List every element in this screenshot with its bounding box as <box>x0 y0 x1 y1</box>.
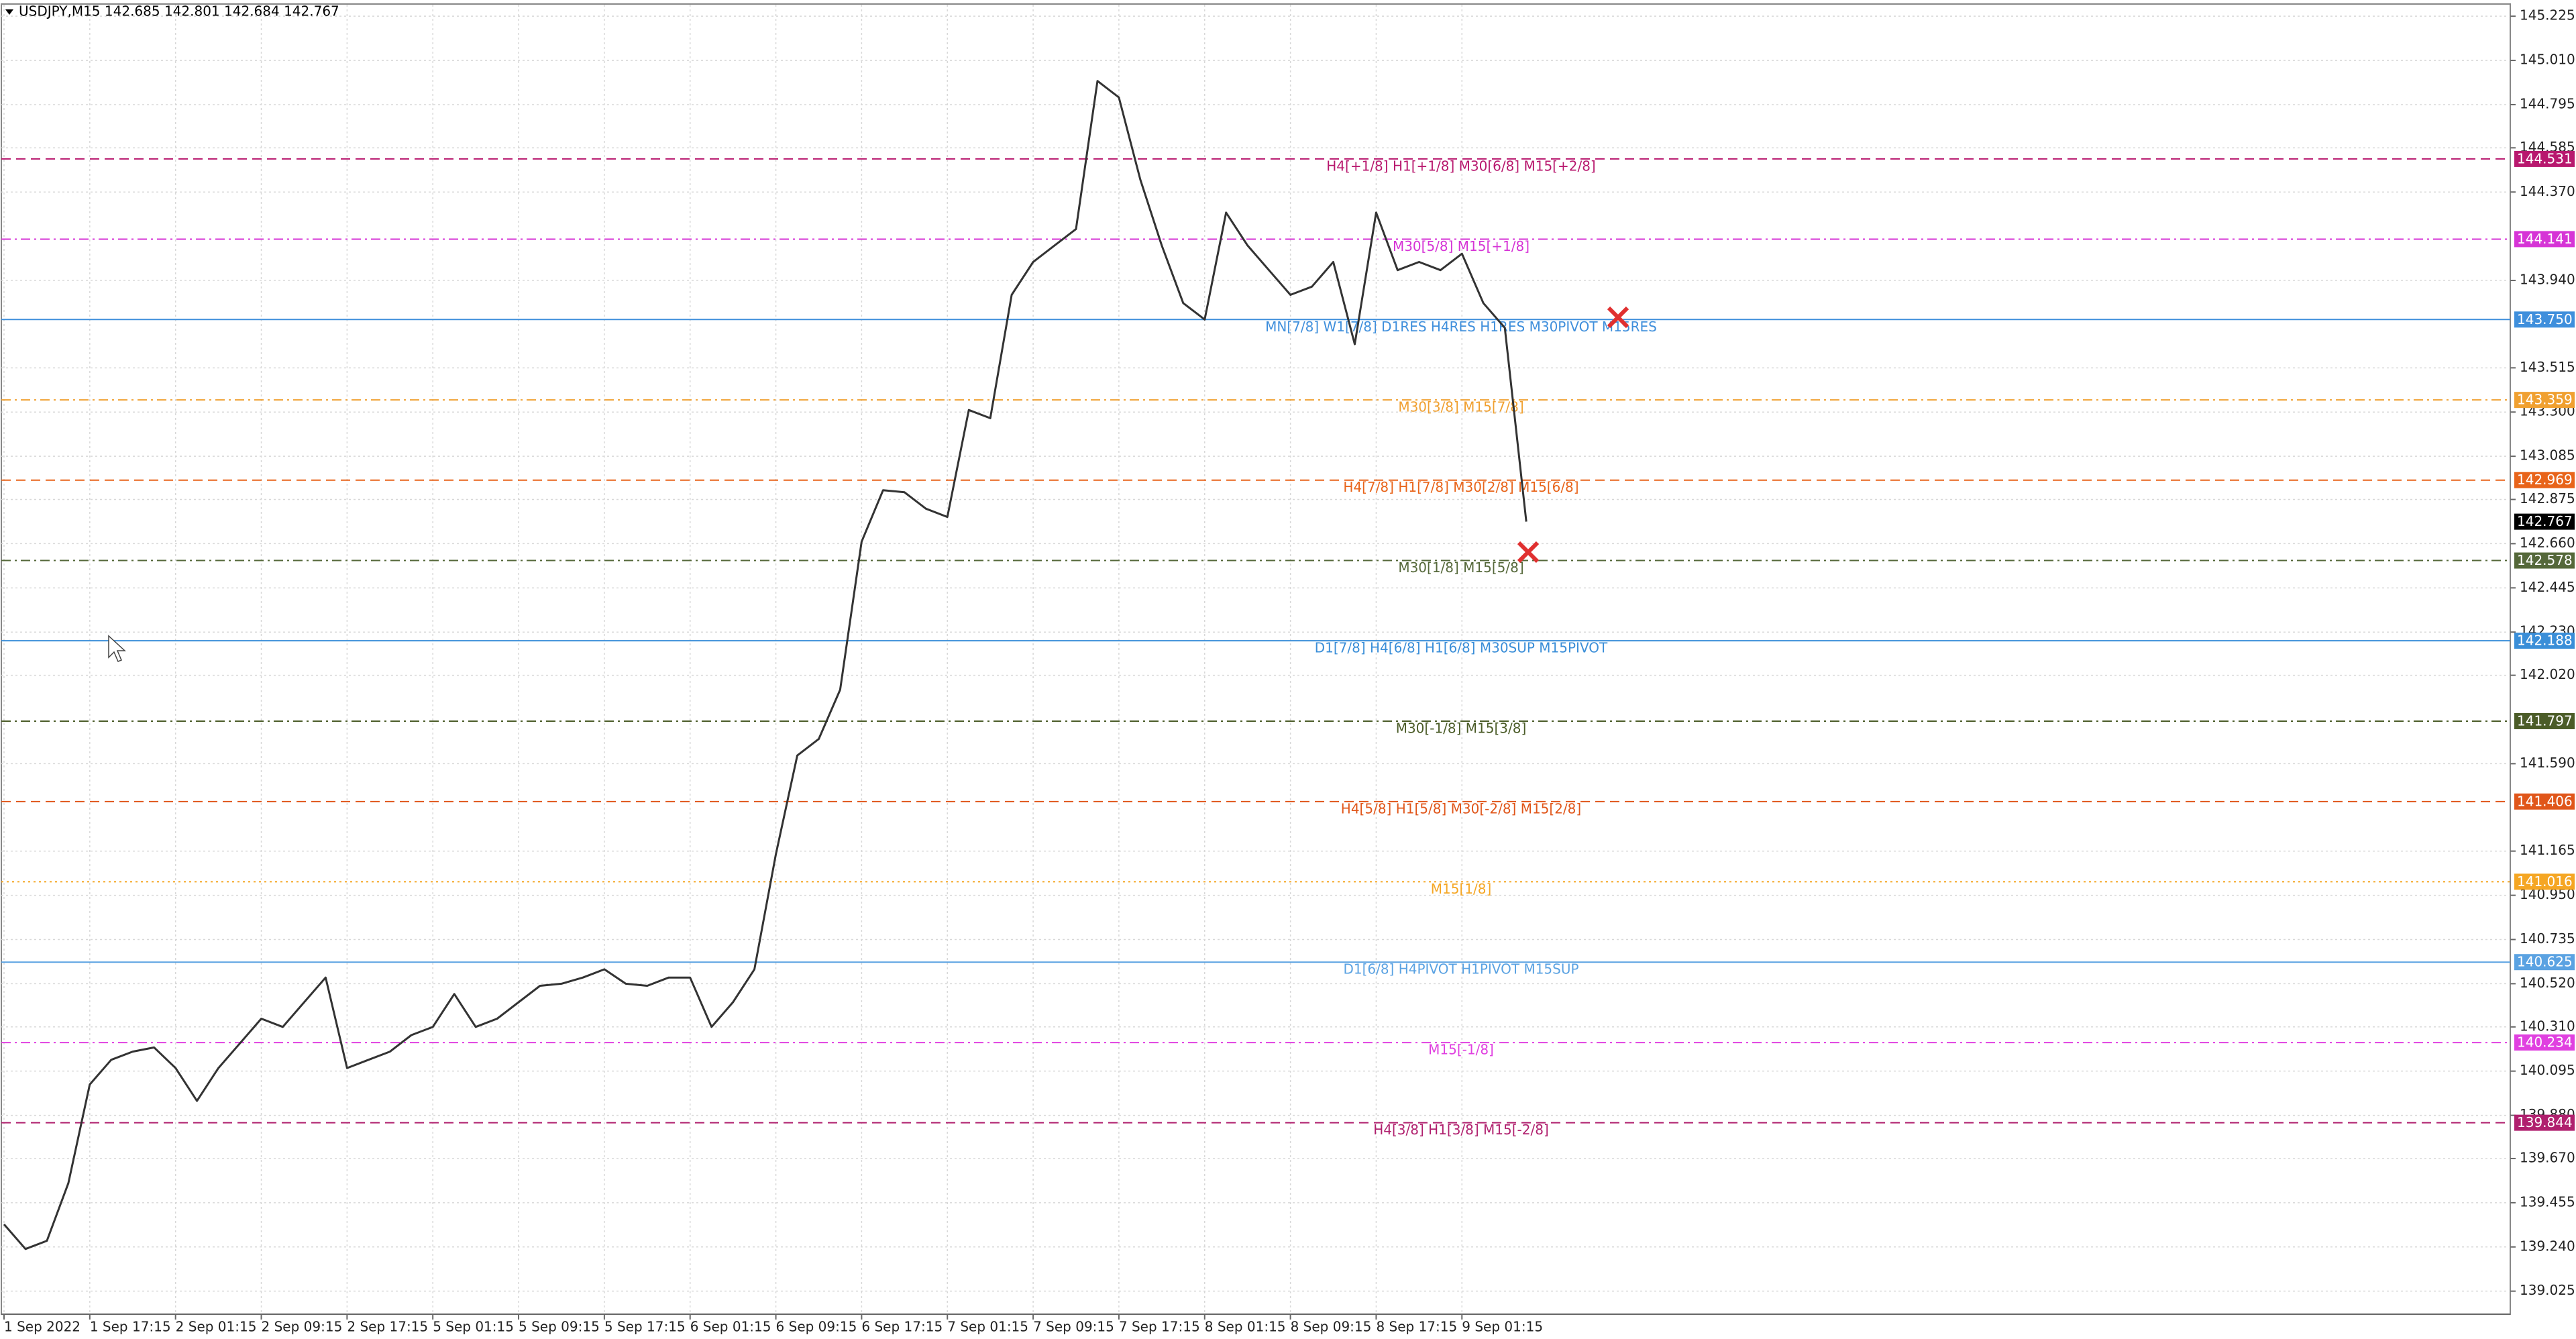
price-tag <box>2514 793 2575 810</box>
price-tag-label: 142.578 <box>2517 552 2573 568</box>
price-tag-label: 139.844 <box>2517 1114 2573 1130</box>
level-text: H4[+1/8] H1[+1/8] M30[6/8] M15[+2/8] <box>1326 158 1595 174</box>
level-text: H4[3/8] H1[3/8] M15[-2/8] <box>1373 1122 1549 1138</box>
price-tag-label: 142.188 <box>2517 633 2573 649</box>
x-tick-label: 8 Sep 09:15 <box>1291 1319 1372 1335</box>
y-tick-label: 141.590 <box>2520 755 2575 771</box>
chart-title: USDJPY,M15 142.685 142.801 142.684 142.7… <box>19 3 339 19</box>
level-text: M15[1/8] <box>1431 881 1492 897</box>
grid-layer <box>1 5 2510 1314</box>
price-tag-label: 143.750 <box>2517 311 2573 327</box>
axis-layer: 145.225145.010144.795144.585144.370143.9… <box>1 7 2575 1335</box>
y-tick-label: 143.940 <box>2520 272 2575 288</box>
price-tag <box>2514 1114 2575 1131</box>
price-tag <box>2514 712 2575 729</box>
y-tick-label: 143.515 <box>2520 359 2575 375</box>
y-tick-label: 140.310 <box>2520 1018 2575 1034</box>
x-tick-label: 5 Sep 17:15 <box>604 1319 686 1335</box>
x-tick-label: 6 Sep 17:15 <box>861 1319 943 1335</box>
y-tick-label: 145.010 <box>2520 52 2575 68</box>
x-tick-label: 6 Sep 09:15 <box>776 1319 857 1335</box>
price-tag <box>2514 633 2575 649</box>
y-tick-label: 142.875 <box>2520 490 2575 506</box>
price-tag-label: 141.406 <box>2517 793 2573 809</box>
cross-marker <box>1517 541 1540 564</box>
level-text: D1[7/8] H4[6/8] H1[6/8] M30SUP M15PIVOT <box>1315 640 1608 656</box>
x-tick-label: 7 Sep 01:15 <box>947 1319 1028 1335</box>
y-tick-label: 144.795 <box>2520 95 2575 111</box>
x-tick-label: 5 Sep 01:15 <box>433 1319 514 1335</box>
x-tick-label: 7 Sep 09:15 <box>1033 1319 1114 1335</box>
level-text: H4[5/8] H1[5/8] M30[-2/8] M15[2/8] <box>1341 800 1581 816</box>
price-tag <box>2514 954 2575 971</box>
title-arrow <box>5 9 13 15</box>
level-text: H4[7/8] H1[7/8] M30[2/8] M15[6/8] <box>1343 479 1578 495</box>
price-tag <box>2514 150 2575 167</box>
y-tick-label: 141.165 <box>2520 842 2575 858</box>
price-tag-label: 143.359 <box>2517 392 2573 408</box>
level-text: M30[5/8] M15[+1/8] <box>1393 238 1529 254</box>
price-tag <box>2514 311 2575 328</box>
y-tick-label: 143.085 <box>2520 447 2575 464</box>
x-tick-label: 5 Sep 09:15 <box>519 1319 600 1335</box>
y-tick-label: 142.660 <box>2520 535 2575 551</box>
last-price-label: 142.767 <box>2517 513 2573 529</box>
level-text: M30[-1/8] M15[3/8] <box>1396 720 1527 736</box>
mouse-cursor <box>108 635 126 662</box>
last-price-tag <box>2514 513 2575 530</box>
x-tick-label: 9 Sep 01:15 <box>1462 1319 1543 1335</box>
level-text: D1[6/8] H4PIVOT H1PIVOT M15SUP <box>1343 961 1578 977</box>
x-tick-label: 2 Sep 17:15 <box>347 1319 428 1335</box>
price-tag-label: 141.797 <box>2517 712 2573 729</box>
price-tag <box>2514 873 2575 890</box>
x-tick-label: 6 Sep 01:15 <box>690 1319 771 1335</box>
cross-marker <box>1607 306 1629 329</box>
y-tick-label: 140.095 <box>2520 1062 2575 1078</box>
price-tag-label: 144.531 <box>2517 150 2573 166</box>
x-tick-label: 8 Sep 01:15 <box>1205 1319 1286 1335</box>
x-tick-label: 8 Sep 17:15 <box>1376 1319 1457 1335</box>
x-tick-label: 1 Sep 17:15 <box>90 1319 171 1335</box>
x-tick-label: 2 Sep 01:15 <box>176 1319 257 1335</box>
y-tick-label: 139.025 <box>2520 1282 2575 1298</box>
price-tag-label: 141.016 <box>2517 873 2573 890</box>
x-tick-label: 2 Sep 09:15 <box>262 1319 343 1335</box>
x-tick-label: 1 Sep 2022 <box>4 1319 80 1335</box>
y-tick-label: 145.225 <box>2520 7 2575 23</box>
price-tag <box>2514 392 2575 409</box>
y-tick-label: 142.445 <box>2520 579 2575 595</box>
price-tag-label: 140.625 <box>2517 954 2573 970</box>
price-tag-label: 142.969 <box>2517 472 2573 488</box>
price-tag <box>2514 472 2575 488</box>
y-tick-label: 140.520 <box>2520 975 2575 991</box>
y-tick-label: 139.670 <box>2520 1149 2575 1165</box>
y-tick-label: 140.735 <box>2520 930 2575 947</box>
level-text: M15[-1/8] <box>1428 1042 1494 1058</box>
y-tick-label: 139.455 <box>2520 1193 2575 1210</box>
price-tag-label: 140.234 <box>2517 1034 2573 1051</box>
y-tick-label: 144.370 <box>2520 183 2575 199</box>
price-tag-label: 144.141 <box>2517 231 2573 247</box>
levels-layer: H4[+1/8] H1[+1/8] M30[6/8] M15[+2/8] M30[… <box>1 158 2510 1138</box>
level-text: MN[7/8] W1[7/8] D1RES H4RES H1RES M30PIV… <box>1265 319 1657 335</box>
series-layer <box>3 80 1527 1250</box>
x-tick-label: 7 Sep 17:15 <box>1119 1319 1200 1335</box>
price-tag <box>2514 552 2575 569</box>
y-tick-label: 139.240 <box>2520 1238 2575 1254</box>
level-text: M30[3/8] M15[7/8] <box>1398 399 1523 415</box>
price-tag <box>2514 231 2575 248</box>
price-tag <box>2514 1034 2575 1051</box>
level-text: M30[1/8] M15[5/8] <box>1398 559 1523 576</box>
y-tick-label: 142.020 <box>2520 666 2575 682</box>
price-line <box>3 80 1527 1250</box>
